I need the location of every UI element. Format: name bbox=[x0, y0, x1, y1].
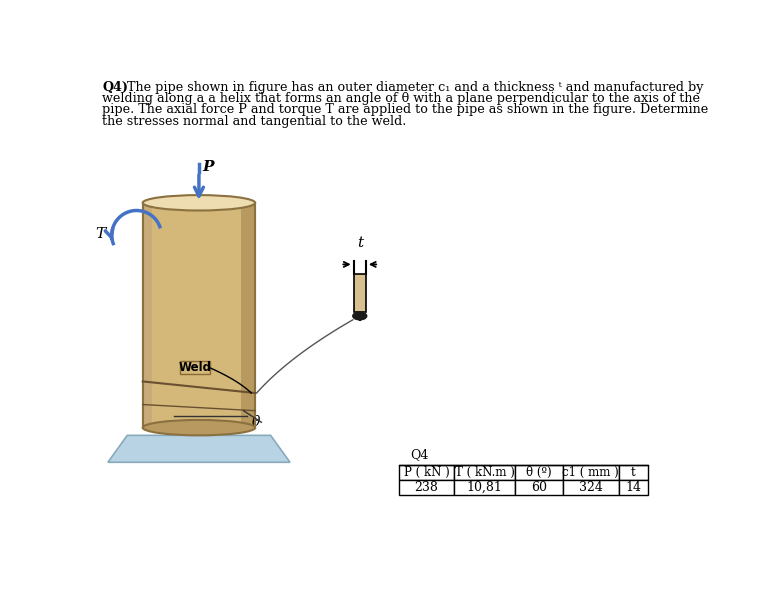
Text: 10,81: 10,81 bbox=[467, 481, 503, 494]
Text: c1 ( mm ): c1 ( mm ) bbox=[562, 466, 619, 479]
Polygon shape bbox=[515, 465, 563, 480]
Text: 14: 14 bbox=[625, 481, 641, 494]
Polygon shape bbox=[353, 274, 366, 312]
Polygon shape bbox=[108, 435, 290, 462]
Text: Q4: Q4 bbox=[410, 449, 428, 461]
Text: The pipe shown in figure has an outer diameter c₁ and a thickness ᵗ and manufact: The pipe shown in figure has an outer di… bbox=[123, 81, 704, 94]
Text: 324: 324 bbox=[579, 481, 603, 494]
Polygon shape bbox=[515, 480, 563, 495]
Polygon shape bbox=[241, 203, 255, 428]
Text: θ: θ bbox=[252, 416, 260, 429]
Ellipse shape bbox=[142, 195, 255, 211]
Text: T ( kN.m ): T ( kN.m ) bbox=[454, 466, 514, 479]
Text: T: T bbox=[95, 226, 105, 241]
Text: pipe. The axial force P and torque T are applied to the pipe as shown in the fig: pipe. The axial force P and torque T are… bbox=[102, 103, 708, 116]
Polygon shape bbox=[454, 480, 515, 495]
Text: t: t bbox=[357, 236, 363, 250]
FancyBboxPatch shape bbox=[179, 361, 209, 374]
Text: t: t bbox=[631, 466, 636, 479]
Text: Weld: Weld bbox=[178, 361, 211, 374]
Polygon shape bbox=[399, 465, 454, 480]
Text: 238: 238 bbox=[414, 481, 438, 494]
Text: P ( kN ): P ( kN ) bbox=[403, 466, 449, 479]
Text: welding along a a helix that forms an angle of θ with a plane perpendicular to t: welding along a a helix that forms an an… bbox=[102, 92, 701, 105]
Ellipse shape bbox=[353, 312, 367, 320]
Polygon shape bbox=[563, 480, 618, 495]
Text: P: P bbox=[202, 160, 213, 174]
Text: Q4): Q4) bbox=[102, 81, 129, 94]
Polygon shape bbox=[454, 465, 515, 480]
Polygon shape bbox=[399, 480, 454, 495]
Text: the stresses normal and tangential to the weld.: the stresses normal and tangential to th… bbox=[102, 114, 407, 128]
Polygon shape bbox=[618, 465, 648, 480]
Polygon shape bbox=[142, 203, 152, 428]
Ellipse shape bbox=[142, 420, 255, 435]
Text: 60: 60 bbox=[531, 481, 547, 494]
Text: θ (º): θ (º) bbox=[526, 466, 551, 479]
Polygon shape bbox=[618, 480, 648, 495]
Polygon shape bbox=[142, 203, 255, 428]
Polygon shape bbox=[563, 465, 618, 480]
